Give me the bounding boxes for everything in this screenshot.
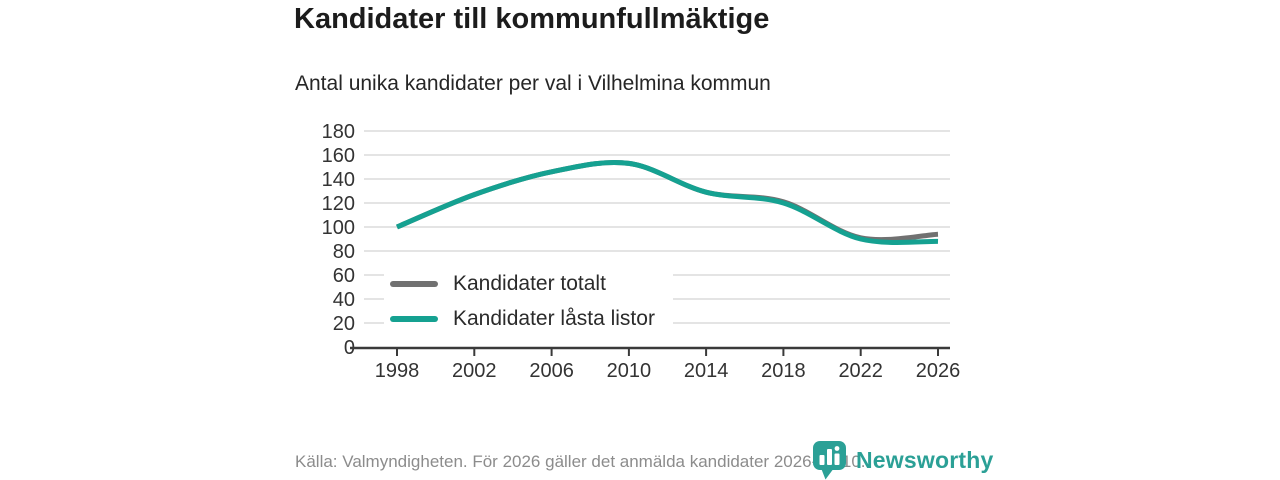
y-tick-label: 120 [322,193,355,215]
x-tick-label: 2014 [684,360,729,382]
legend-swatch-gray [390,281,438,287]
x-tick-label: 2022 [838,360,883,382]
y-tick-label: 20 [333,313,355,335]
y-tick-label: 60 [333,265,355,287]
x-tick-label: 2002 [452,360,497,382]
y-tick-label: 80 [333,241,355,263]
y-tick-label: 0 [344,337,355,359]
legend-label: Kandidater totalt [453,272,606,295]
y-tick-label: 140 [322,169,355,191]
y-tick-label: 180 [322,121,355,143]
y-tick-label: 40 [333,289,355,311]
legend-swatch-teal [390,316,438,322]
x-tick-label: 2018 [761,360,806,382]
series-line-1 [396,159,939,246]
page-title: Kandidater till kommunfullmäktige [294,3,770,35]
x-tick-label: 1998 [375,360,420,382]
chart-subtitle: Antal unika kandidater per val i Vilhelm… [295,72,771,95]
y-tick-label: 100 [322,217,355,239]
chart-legend: Kandidater totalt Kandidater låsta listo… [384,264,673,341]
legend-item-lasta-listor: Kandidater låsta listor [390,305,655,333]
source-note: Källa: Valmyndigheten. För 2026 gäller d… [295,452,866,471]
newsworthy-logo: Newsworthy [812,440,993,480]
legend-label: Kandidater låsta listor [453,307,655,330]
legend-item-totalt: Kandidater totalt [390,270,655,298]
x-tick-label: 2010 [607,360,652,382]
x-tick-label: 2006 [529,360,574,382]
y-tick-label: 160 [322,145,355,167]
newsworthy-wordmark: Newsworthy [856,446,994,473]
newsworthy-bubble-chart-icon [813,441,846,480]
x-tick-label: 2026 [916,360,961,382]
